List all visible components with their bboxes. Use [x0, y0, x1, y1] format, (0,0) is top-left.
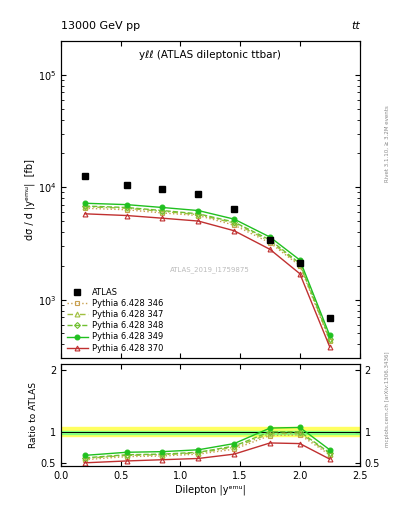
Pythia 6.428 370 [124, 212, 129, 219]
Pythia 6.428 346 [124, 207, 129, 213]
ATLAS [83, 173, 87, 179]
Line: Pythia 6.428 349: Pythia 6.428 349 [83, 201, 332, 338]
Text: tt: tt [351, 22, 360, 31]
ATLAS [298, 260, 302, 266]
Line: Pythia 6.428 370: Pythia 6.428 370 [83, 211, 332, 349]
Pythia 6.428 349 [232, 216, 237, 222]
ATLAS [160, 186, 165, 192]
Bar [61, 427, 360, 436]
Pythia 6.428 346 [298, 263, 302, 269]
Pythia 6.428 349 [196, 207, 201, 214]
Text: yℓℓ (ATLAS dileptonic ttbar): yℓℓ (ATLAS dileptonic ttbar) [139, 51, 281, 60]
Y-axis label: Ratio to ATLAS: Ratio to ATLAS [29, 382, 38, 447]
Pythia 6.428 370 [327, 344, 332, 350]
Pythia 6.428 370 [83, 211, 87, 217]
ATLAS [327, 315, 332, 322]
Pythia 6.428 348 [327, 335, 332, 342]
Pythia 6.428 348 [298, 260, 302, 266]
Pythia 6.428 349 [83, 200, 87, 206]
Pythia 6.428 347 [327, 336, 332, 343]
Text: Rivet 3.1.10, ≥ 3.2M events: Rivet 3.1.10, ≥ 3.2M events [385, 105, 390, 182]
Pythia 6.428 346 [160, 210, 165, 216]
Line: Pythia 6.428 347: Pythia 6.428 347 [83, 204, 332, 342]
Pythia 6.428 370 [268, 246, 272, 252]
Pythia 6.428 370 [232, 228, 237, 234]
Pythia 6.428 370 [298, 271, 302, 277]
ATLAS [196, 191, 201, 197]
ATLAS [232, 206, 237, 212]
Pythia 6.428 348 [124, 204, 129, 210]
Pythia 6.428 349 [268, 234, 272, 240]
Line: Pythia 6.428 346: Pythia 6.428 346 [83, 206, 332, 343]
Pythia 6.428 347 [298, 262, 302, 268]
Pythia 6.428 348 [232, 219, 237, 225]
Pythia 6.428 349 [327, 332, 332, 338]
Pythia 6.428 346 [196, 212, 201, 219]
Pythia 6.428 349 [124, 202, 129, 208]
Pythia 6.428 347 [268, 238, 272, 244]
Y-axis label: dσ / d |yᵉᵐᵘ|  [fb]: dσ / d |yᵉᵐᵘ| [fb] [24, 159, 35, 240]
Pythia 6.428 346 [327, 338, 332, 344]
Text: mcplots.cern.ch [arXiv:1306.3436]: mcplots.cern.ch [arXiv:1306.3436] [385, 352, 390, 447]
Line: ATLAS: ATLAS [81, 173, 333, 322]
Pythia 6.428 348 [160, 207, 165, 214]
Pythia 6.428 347 [232, 220, 237, 226]
Pythia 6.428 347 [124, 205, 129, 211]
ATLAS [268, 237, 272, 243]
Pythia 6.428 347 [160, 208, 165, 215]
Pythia 6.428 347 [196, 211, 201, 218]
Pythia 6.428 348 [196, 211, 201, 217]
Pythia 6.428 346 [232, 222, 237, 228]
X-axis label: Dilepton |yᵉᵐᵘ|: Dilepton |yᵉᵐᵘ| [175, 485, 246, 496]
Line: Pythia 6.428 348: Pythia 6.428 348 [83, 204, 332, 340]
Pythia 6.428 348 [83, 203, 87, 209]
Pythia 6.428 346 [268, 240, 272, 246]
Pythia 6.428 349 [160, 204, 165, 210]
ATLAS [124, 182, 129, 188]
Pythia 6.428 348 [268, 237, 272, 243]
Pythia 6.428 370 [160, 215, 165, 221]
Text: ATLAS_2019_I1759875: ATLAS_2019_I1759875 [171, 266, 250, 273]
Legend: ATLAS, Pythia 6.428 346, Pythia 6.428 347, Pythia 6.428 348, Pythia 6.428 349, P: ATLAS, Pythia 6.428 346, Pythia 6.428 34… [65, 287, 165, 354]
Text: 13000 GeV pp: 13000 GeV pp [61, 22, 140, 31]
Bar [61, 431, 360, 434]
Pythia 6.428 370 [196, 218, 201, 224]
Pythia 6.428 349 [298, 257, 302, 263]
Pythia 6.428 346 [83, 205, 87, 211]
Pythia 6.428 347 [83, 204, 87, 210]
